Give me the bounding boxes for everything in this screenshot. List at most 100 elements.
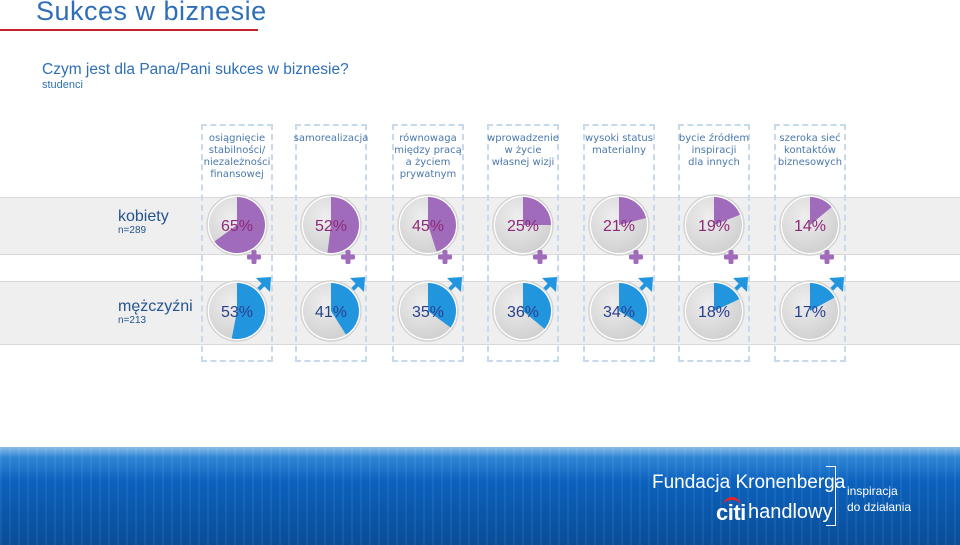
pie-slice — [523, 197, 551, 225]
men-pie: 17% — [779, 277, 844, 342]
citi-logo: citi — [716, 500, 746, 525]
female-symbol-horizontal — [533, 254, 547, 260]
pie-value-label: 35% — [412, 304, 444, 321]
women-sample-size: n=289 — [118, 225, 147, 236]
men-pie: 34% — [588, 277, 653, 342]
category-label-line: równowaga — [399, 133, 457, 144]
men-row-bottom-line — [0, 344, 960, 345]
pie-slice — [810, 197, 832, 225]
category-label-line: własnej wizji — [491, 157, 555, 168]
category-label-line: materialny — [592, 145, 646, 156]
column-frame — [583, 124, 655, 362]
category-label-line: szeroka sieć — [779, 133, 841, 144]
women-pie: 45% — [397, 194, 459, 264]
category-label: równowaga między pracą a życiem prywatnym — [383, 133, 473, 181]
women-pie: 65% — [206, 194, 268, 264]
category-label-line: niezależności — [203, 157, 271, 168]
respondent-group: studenci — [42, 79, 83, 91]
citi-arc-logo — [723, 497, 741, 506]
column-frame — [774, 124, 846, 362]
male-symbol-head — [542, 277, 557, 292]
category-label: samorealizacja — [286, 133, 376, 145]
category-label-line: finansowej — [210, 169, 264, 180]
women-row-bottom-line — [0, 254, 960, 255]
pie-value-label: 65% — [221, 218, 253, 235]
men-pie: 36% — [492, 277, 557, 342]
category-label-line: kontaktów — [784, 145, 836, 156]
pie-value-label: 45% — [412, 218, 444, 235]
women-row-top-line — [0, 197, 960, 198]
column-frame — [295, 124, 367, 362]
male-symbol-head — [447, 277, 462, 292]
female-symbol-horizontal — [629, 254, 643, 260]
men-pie: 18% — [683, 277, 748, 342]
male-symbol-head — [733, 277, 748, 292]
category-label-line: wysoki status — [585, 133, 653, 144]
female-symbol-horizontal — [820, 254, 834, 260]
category-label-line: a życiem — [405, 157, 451, 168]
pie-value-label: 41% — [315, 304, 347, 321]
pie-slice — [231, 283, 266, 339]
column-frame — [678, 124, 750, 362]
pie-slice — [331, 283, 359, 335]
category-label: bycie źródłem inspiracji dla innych — [669, 133, 759, 169]
men-pie: 41% — [300, 277, 365, 342]
category-label-line: inspiracji — [691, 145, 737, 156]
women-row-label: kobiety — [118, 208, 169, 225]
category-label-line: samorealizacja — [293, 133, 369, 144]
footer-banner — [0, 447, 960, 545]
female-symbol-icon — [724, 250, 738, 264]
female-symbol-icon — [533, 250, 547, 264]
column-frame — [201, 124, 273, 362]
category-label-line: osiągnięcie — [208, 133, 266, 144]
page-title: Sukces w biznesie — [36, 0, 267, 26]
women-pie: 19% — [683, 194, 745, 264]
pie-slice — [428, 283, 456, 328]
category-label-line: bycie źródłem — [678, 133, 750, 144]
category-label-line: biznesowych — [777, 157, 843, 168]
column-frame — [487, 124, 559, 362]
footer-light-rays — [0, 447, 960, 545]
pie-slice — [619, 197, 647, 225]
category-label-line: stabilności/ — [208, 145, 266, 156]
pie-value-label: 25% — [507, 218, 539, 235]
pie-slice — [810, 283, 835, 311]
pie-value-label: 14% — [794, 218, 826, 235]
category-label: szeroka sieć kontaktów biznesowych — [765, 133, 855, 169]
footer-org-name: Fundacja Kronenberga — [652, 472, 846, 493]
pie-value-label: 34% — [603, 304, 635, 321]
men-pie: 53% — [206, 277, 271, 342]
tagline-line-2: do działania — [847, 500, 912, 514]
men-sample-size: n=213 — [118, 315, 147, 326]
female-symbol-icon — [341, 250, 355, 264]
category-label: wprowadzenie w życie własnej wizji — [478, 133, 568, 169]
category-label-line: dla innych — [688, 157, 740, 168]
pie-slice — [714, 197, 741, 225]
women-pie: 14% — [779, 194, 841, 264]
footer-bracket — [826, 466, 836, 526]
pie-value-label: 21% — [603, 218, 635, 235]
pie-slice — [214, 197, 266, 253]
male-symbol-head — [350, 277, 365, 292]
pie-slice — [714, 283, 740, 311]
pie-chart-grid: 65% 52% 45% 25% 21% 19% 14% 53% 41% 35% 36% 34% 18% 1… — [206, 194, 844, 342]
title-underline — [0, 29, 258, 31]
pie-slice — [523, 283, 551, 329]
female-symbol-horizontal — [438, 254, 452, 260]
category-label-line: prywatnym — [399, 169, 457, 180]
pie-value-label: 17% — [794, 304, 826, 321]
male-symbol-head — [638, 277, 653, 292]
female-symbol-icon — [629, 250, 643, 264]
female-symbol-icon — [247, 250, 261, 264]
category-label-line: wprowadzenie — [487, 133, 559, 144]
category-label-line: między pracą — [394, 145, 462, 156]
pie-slice — [327, 197, 359, 253]
pie-slice — [428, 197, 456, 252]
male-symbol-head — [256, 277, 271, 292]
pie-value-label: 52% — [315, 218, 347, 235]
pie-value-label: 19% — [698, 218, 730, 235]
women-pie: 21% — [588, 194, 650, 264]
men-row-top-line — [0, 281, 960, 282]
footer-bank-name: handlowy — [748, 501, 833, 523]
pie-value-label: 53% — [221, 304, 253, 321]
